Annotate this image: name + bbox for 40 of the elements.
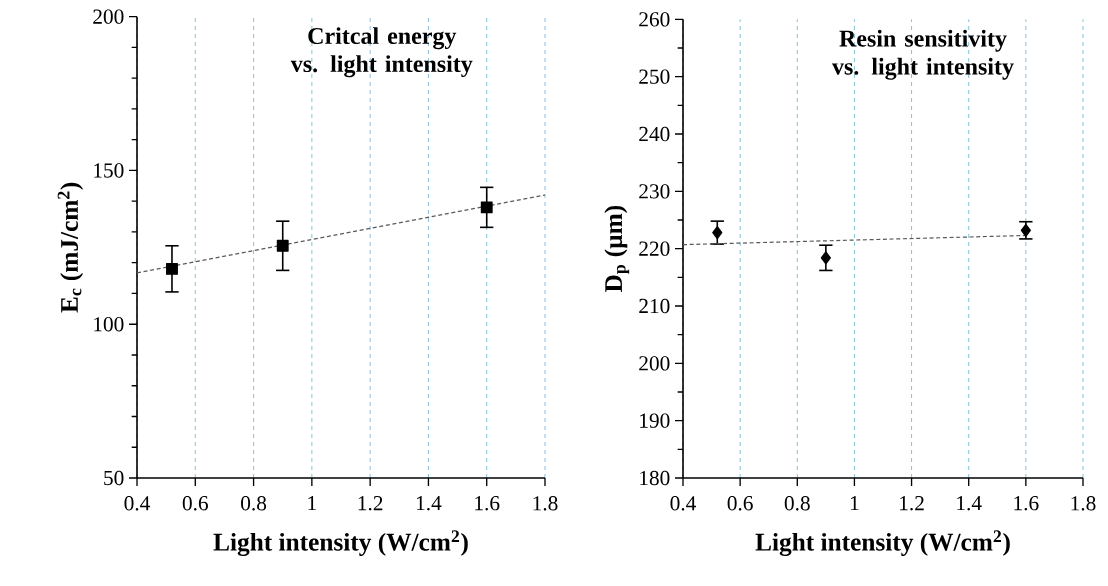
x-axis-title: Light intensity (W/cm$^{2}$) [755,530,1010,557]
y-tick-label: 220 [639,241,670,256]
x-tick-label: 1.6 [475,496,500,511]
y-tick-label: 210 [639,298,670,314]
x-tick-label: 1.8 [533,496,558,511]
point [480,201,493,214]
point [712,226,723,240]
y-axis-title: E$_{c}$ (mJ/cm$^{2}$) [57,182,84,313]
y-tick-label: 200 [639,356,670,371]
y-tick-label: 230 [639,184,670,199]
x-tick-label: 0.8 [241,496,267,511]
x-tick-label: 1 [308,496,316,511]
text: Resin sensitivity vs. light intensity [831,29,1014,80]
point [820,251,831,265]
y-tick-label: 250 [639,69,670,84]
point [276,239,289,252]
x-tick-label: 0.4 [124,496,151,511]
x-tick-label: 1 [850,496,859,511]
x-tick-label: 1.8 [1071,496,1096,511]
x-tick-label: 1.4 [416,496,442,511]
x-tick-label: 0.4 [670,496,696,511]
text: Critcal energy vs. light intensity [290,27,473,78]
y-tick-label: 50 [104,470,124,486]
x-tick-label: 1.2 [900,496,924,511]
y-tick-label: 240 [639,126,670,142]
y-tick-label: 260 [639,12,670,27]
y-tick-label: 200 [93,9,124,24]
y-tick-label: 180 [640,470,670,486]
x-tick-label: 0.6 [182,496,208,511]
point [166,262,178,275]
y-axis-title: D$_{p}$ (µm) [604,205,630,293]
x-tick-label: 0.6 [727,496,753,511]
x-axis-title: Light intensity (W/cm$^{2}$) [213,530,468,557]
x-tick-label: 1.2 [358,496,383,511]
y-tick-label: 190 [640,413,670,428]
y-tick-label: 150 [94,163,124,178]
x-tick-label: 1.6 [1014,496,1039,511]
x-tick-label: 1.4 [957,496,982,511]
y-tick-label: 100 [94,317,124,332]
x-tick-label: 0.8 [784,496,810,511]
